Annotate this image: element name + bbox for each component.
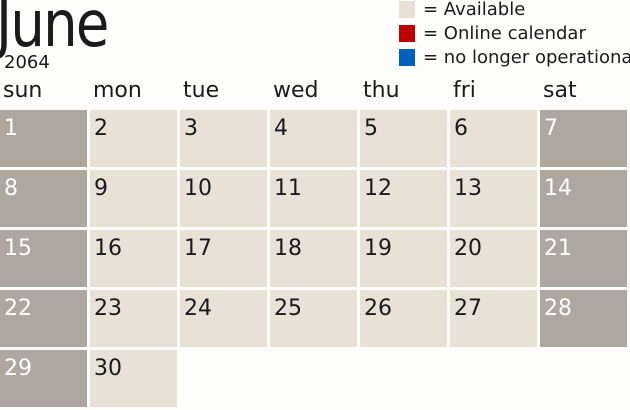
legend-label: = no longer operational [423, 46, 630, 68]
weekday-header: tue [183, 78, 220, 103]
day-cell[interactable]: 23 [90, 290, 177, 347]
day-cell[interactable]: 22 [0, 290, 87, 347]
weekday-header: thu [363, 78, 400, 103]
legend-label: = Online calendar [423, 22, 586, 44]
day-cell[interactable]: 14 [540, 170, 627, 227]
day-cell[interactable]: 19 [360, 230, 447, 287]
legend-swatch [399, 0, 415, 18]
day-cell[interactable]: 15 [0, 230, 87, 287]
legend-online: = Online calendar [399, 22, 586, 44]
day-cell[interactable]: 12 [360, 170, 447, 227]
day-cell[interactable]: 25 [270, 290, 357, 347]
day-cell[interactable]: 10 [180, 170, 267, 227]
month-title: June [0, 0, 109, 62]
year-label: 2064 [4, 52, 50, 73]
weekday-header: fri [453, 78, 476, 103]
legend-label: = Available [423, 0, 526, 20]
day-cell[interactable]: 6 [450, 110, 537, 167]
weekday-header: sat [543, 78, 577, 103]
day-cell[interactable]: 8 [0, 170, 87, 227]
day-cell[interactable]: 1 [0, 110, 87, 167]
day-cell[interactable]: 16 [90, 230, 177, 287]
day-cell[interactable]: 13 [450, 170, 537, 227]
day-cell[interactable]: 11 [270, 170, 357, 227]
day-cell[interactable]: 7 [540, 110, 627, 167]
legend-available: = Available [399, 0, 526, 20]
legend-inactive: = no longer operational [399, 46, 630, 68]
day-cell[interactable]: 18 [270, 230, 357, 287]
day-cell[interactable]: 5 [360, 110, 447, 167]
day-cell[interactable]: 24 [180, 290, 267, 347]
weekday-header: sun [3, 78, 43, 103]
legend-swatch [399, 48, 415, 66]
day-cell[interactable]: 30 [90, 350, 177, 407]
day-cell[interactable]: 26 [360, 290, 447, 347]
weekday-header: mon [93, 78, 142, 103]
day-cell[interactable]: 28 [540, 290, 627, 347]
day-cell[interactable]: 29 [0, 350, 87, 407]
weekday-header: wed [273, 78, 319, 103]
day-cell[interactable]: 9 [90, 170, 177, 227]
day-cell[interactable]: 3 [180, 110, 267, 167]
day-cell[interactable]: 2 [90, 110, 177, 167]
legend-swatch [399, 24, 415, 42]
day-cell[interactable]: 4 [270, 110, 357, 167]
day-cell[interactable]: 20 [450, 230, 537, 287]
day-cell[interactable]: 27 [450, 290, 537, 347]
day-cell[interactable]: 21 [540, 230, 627, 287]
day-cell[interactable]: 17 [180, 230, 267, 287]
